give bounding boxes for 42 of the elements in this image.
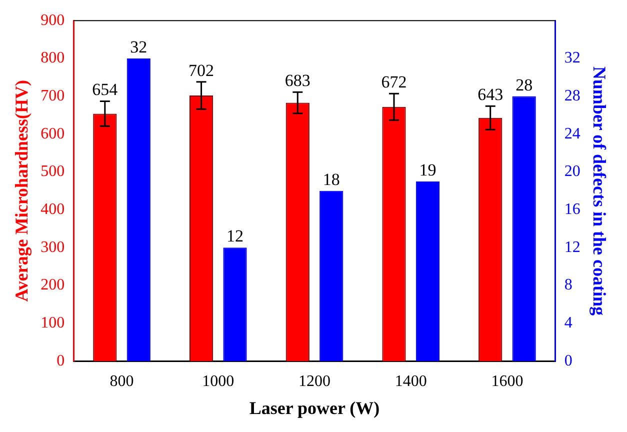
data-label: 702 — [188, 60, 214, 80]
data-label: 28 — [516, 75, 533, 94]
y-tick-label: 700 — [40, 87, 65, 104]
data-label: 683 — [284, 71, 310, 90]
data-label: 654 — [92, 80, 118, 100]
y-tick-label: 900 — [40, 12, 65, 29]
y2-tick-label: 28 — [564, 87, 580, 104]
y2-tick-label: 24 — [564, 125, 580, 142]
y-axis-title: Average Microhardness(HV) — [11, 80, 32, 302]
data-label: 19 — [419, 160, 436, 180]
bar — [126, 58, 150, 362]
y2-tick-label: 0 — [564, 352, 572, 370]
y2-axis-title: Number of defects in the coating — [590, 66, 610, 316]
x-tick-label: 1600 — [491, 373, 524, 390]
data-label: 672 — [381, 72, 407, 92]
y-tick-label: 100 — [40, 314, 65, 332]
bar — [416, 181, 440, 362]
bar — [320, 190, 344, 362]
y2-tick-label: 12 — [564, 238, 580, 256]
y-tick-label: 600 — [40, 125, 65, 142]
y-tick-label: 300 — [40, 238, 65, 256]
bar — [512, 96, 536, 362]
x-tick-label: 1000 — [202, 373, 234, 390]
x-tick-label: 1200 — [298, 373, 330, 390]
data-label: 12 — [226, 226, 244, 246]
y2-tick-label: 8 — [564, 276, 572, 294]
y2-tick-label: 4 — [564, 314, 572, 332]
y-tick-label: 0 — [56, 352, 65, 370]
data-label: 643 — [478, 85, 504, 104]
y2-tick-label: 16 — [564, 201, 580, 218]
y-tick-label: 500 — [40, 163, 65, 180]
x-axis-title: Laser power (W) — [249, 398, 380, 418]
bar — [223, 248, 247, 362]
y-tick-label: 200 — [40, 276, 65, 294]
x-tick-label: 800 — [110, 373, 134, 390]
data-label: 18 — [322, 170, 340, 189]
y-tick-label: 400 — [40, 201, 65, 218]
x-tick-label: 1400 — [394, 373, 427, 390]
data-label: 32 — [130, 37, 148, 56]
y-tick-label: 800 — [40, 50, 65, 67]
y2-tick-label: 20 — [564, 163, 580, 180]
y2-tick-label: 32 — [564, 50, 580, 67]
